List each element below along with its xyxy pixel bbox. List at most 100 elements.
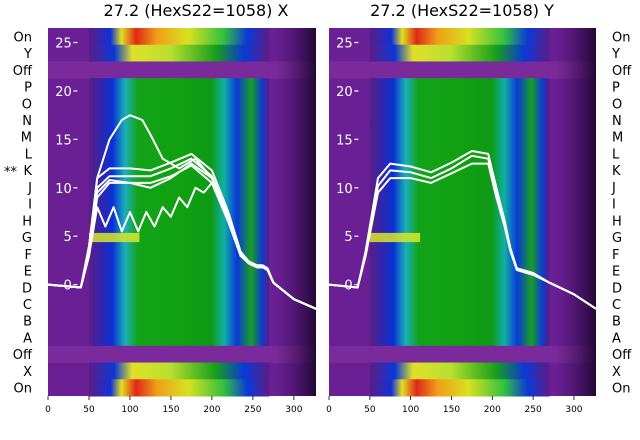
panel-y: 27.2 (HexS22=1058) Y 0 5 10 15 20 25 0 50 100 15… (326, 1, 632, 415)
value-tick-label: 20 (336, 85, 353, 100)
row-label: On (612, 382, 630, 397)
row-label: On (14, 382, 32, 397)
panel-x-marked-row-marker: ** (4, 165, 18, 180)
value-tick-label: 15 (336, 133, 353, 148)
x-tick-label: 0 (326, 405, 332, 415)
row-label: M (612, 131, 623, 146)
row-label: N (22, 114, 32, 129)
row-label: N (612, 114, 622, 129)
panel-x: 27.2 (HexS22=1058) X 0 5 10 15 20 25 0 50 100 15… (4, 1, 317, 415)
x-tick-label: 150 (162, 405, 179, 415)
row-label: J (611, 181, 616, 196)
value-tick-label: 5 (63, 230, 71, 245)
row-label: I (28, 198, 32, 213)
row-label: G (612, 231, 622, 246)
value-tick: 25 (336, 37, 359, 52)
row-label: D (22, 281, 32, 296)
row-label: Off (612, 64, 632, 79)
row-label: On (14, 30, 32, 45)
x-tick-label: 150 (443, 405, 460, 415)
x-tick-label: 0 (45, 405, 51, 415)
row-label: X (23, 365, 32, 380)
value-tick-label: 25 (55, 37, 72, 52)
row-label: Off (13, 64, 33, 79)
heatmap-edge-shade (329, 28, 596, 396)
x-tick: 0 (326, 396, 332, 415)
panel-x-title: 27.2 (HexS22=1058) X (104, 1, 289, 20)
row-label: Off (612, 348, 632, 363)
value-tick-label: 15 (55, 133, 72, 148)
x-tick-label: 300 (285, 405, 302, 415)
row-label: J (27, 181, 32, 196)
x-tick: 300 (565, 396, 583, 415)
row-label: Y (23, 47, 32, 62)
panel-y-profile-lines (328, 150, 597, 310)
panel-x-profile-lines (47, 114, 317, 310)
row-label: K (23, 164, 32, 179)
row-label: H (612, 214, 622, 229)
x-tick-label: 250 (525, 405, 542, 415)
x-tick: 200 (484, 396, 501, 415)
profile-line (328, 150, 597, 310)
x-tick: 50 (364, 396, 376, 415)
x-tick-label: 100 (121, 405, 138, 415)
row-label: F (612, 248, 619, 263)
row-label: P (612, 81, 620, 96)
value-tick-label: 10 (336, 182, 353, 197)
row-label: O (22, 97, 32, 112)
row-label: P (24, 81, 32, 96)
row-label: E (24, 265, 32, 280)
x-tick-label: 50 (364, 405, 376, 415)
row-label: K (612, 164, 621, 179)
value-tick-label: 10 (55, 182, 72, 197)
profile-line (47, 181, 317, 310)
x-tick: 150 (162, 396, 180, 415)
row-label: B (23, 315, 32, 330)
value-tick-label: 5 (344, 230, 352, 245)
row-label: B (612, 315, 621, 330)
x-tick: 100 (121, 396, 139, 415)
x-tick-label: 250 (244, 405, 261, 415)
x-tick: 100 (402, 396, 420, 415)
value-tick: 10 (55, 182, 78, 197)
x-tick: 50 (83, 396, 95, 415)
row-label: L (612, 147, 620, 162)
row-label: L (25, 147, 33, 162)
panel-y-heatmap (329, 28, 596, 397)
row-label: M (21, 131, 32, 146)
row-label: On (612, 30, 630, 45)
row-label: G (22, 231, 32, 246)
value-tick: 5 (344, 230, 359, 245)
x-tick-label: 300 (565, 405, 582, 415)
x-tick: 0 (45, 396, 51, 415)
row-label: O (612, 97, 622, 112)
value-tick: 10 (336, 182, 359, 197)
value-tick: 15 (55, 133, 78, 148)
x-tick: 200 (203, 396, 221, 415)
x-tick-label: 200 (203, 405, 220, 415)
row-label: E (612, 265, 620, 280)
x-tick: 250 (525, 396, 542, 415)
heatmap-edge-shade (48, 28, 316, 396)
row-label: C (23, 298, 32, 313)
value-tick: 25 (55, 37, 78, 52)
x-tick: 150 (443, 396, 460, 415)
value-tick-label: 25 (336, 37, 353, 52)
row-label: A (612, 331, 621, 346)
row-label: F (25, 248, 32, 263)
value-tick: 15 (336, 133, 359, 148)
panel-x-heatmap (48, 28, 316, 397)
row-label: X (612, 365, 621, 380)
panel-y-title: 27.2 (HexS22=1058) Y (370, 1, 554, 20)
row-label: Off (13, 348, 33, 363)
x-tick: 300 (285, 396, 303, 415)
value-tick-label: 20 (55, 85, 72, 100)
x-tick-label: 100 (402, 405, 419, 415)
row-label: C (612, 298, 621, 313)
row-label: Y (611, 47, 620, 62)
row-label: D (612, 281, 622, 296)
row-label: I (612, 198, 616, 213)
